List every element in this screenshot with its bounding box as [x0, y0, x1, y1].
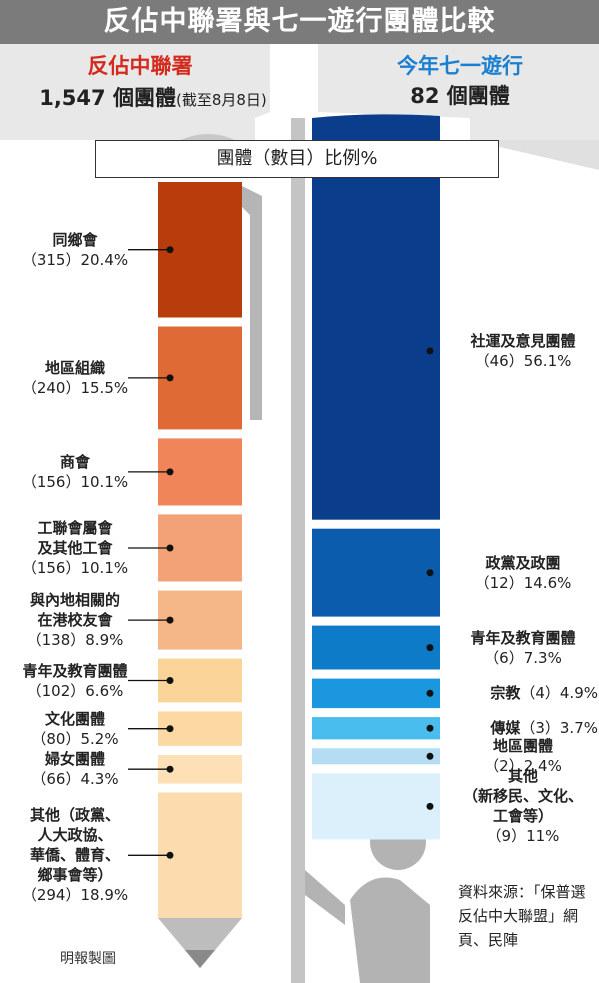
right-dot-5 — [426, 752, 434, 760]
right-header-count: 82 個團體 — [410, 84, 510, 108]
left-label-1: 地區組織 （240）15.5% — [0, 358, 150, 398]
left-dot-5 — [166, 677, 174, 684]
left-label-name-0-0: 同鄉會 — [52, 230, 98, 249]
pencil-tip — [158, 918, 242, 968]
right-header-shade — [470, 140, 599, 170]
left-label-value-7: （66）4.3% — [31, 770, 119, 789]
left-label-value-8: （294）18.9% — [21, 886, 129, 905]
left-dot-4 — [166, 616, 174, 624]
flag-pole — [291, 118, 305, 983]
right-label-value-0: （46）56.1% — [474, 351, 572, 370]
pencil-clip — [240, 185, 262, 420]
left-label-name-8-3: 鄉事會等） — [37, 866, 113, 885]
right-label-name-5-0: 地區團體 — [492, 737, 553, 756]
left-label-name-4-1: 在港校友會 — [37, 611, 113, 630]
person-arm — [305, 870, 345, 925]
right-label-name-4: 傳媒 — [490, 719, 521, 738]
right-label-value-1: （12）14.6% — [474, 573, 572, 592]
right-dot-3 — [426, 689, 434, 697]
right-label-6: 其他 （新移民、文化、 工會等） （9）11% — [448, 766, 598, 846]
right-bar-0 — [312, 182, 440, 520]
left-label-8: 其他（政黨、 人大政協、 華僑、體育、 鄉事會等） （294）18.9% — [0, 805, 150, 905]
left-label-value-5: （102）6.6% — [26, 681, 124, 700]
left-dot-8 — [166, 851, 174, 859]
right-bar-6 — [312, 773, 440, 840]
left-label-name-2-0: 商會 — [59, 452, 90, 471]
left-dot-6 — [166, 725, 174, 733]
left-label-name-3-0: 工聯會屬會 — [37, 518, 113, 537]
right-label-4: 傳媒（3）3.7% — [448, 718, 598, 738]
left-header-count: 1,547 個團體 — [39, 86, 176, 110]
right-label-value-2: （6）7.3% — [484, 648, 562, 667]
left-dot-7 — [166, 765, 174, 773]
left-dot-1 — [166, 374, 174, 382]
left-header-name: 反佔中聯署 — [87, 54, 193, 78]
right-bar-4 — [312, 717, 440, 740]
left-label-value-6: （80）5.2% — [31, 729, 119, 748]
left-header-note: (截至8月8日) — [175, 91, 267, 109]
left-label-6: 文化團體 （80）5.2% — [0, 709, 150, 749]
left-label-5: 青年及教育團體 （102）6.6% — [0, 661, 150, 701]
right-label-value-4: （3）3.7% — [520, 719, 598, 738]
person-body — [350, 877, 430, 983]
left-header-panel — [0, 44, 270, 140]
left-label-name-8-2: 華僑、體育、 — [29, 846, 120, 865]
right-bar-1 — [312, 528, 440, 617]
left-label-3: 工聯會屬會 及其他工會 （156）10.1% — [0, 518, 150, 578]
right-label-name-0-0: 社運及意見團體 — [470, 331, 576, 350]
right-label-3: 宗教（4）4.9% — [448, 683, 598, 703]
right-label-name-2-0: 青年及教育團體 — [470, 628, 576, 647]
right-label-name-6-2: 工會等） — [492, 807, 553, 826]
left-label-value-3: （156）10.1% — [21, 558, 129, 577]
right-dot-1 — [426, 569, 434, 577]
right-label-1: 政黨及政團 （12）14.6% — [448, 553, 598, 593]
left-label-name-4-0: 與內地相關的 — [29, 591, 120, 610]
credit-text: 明報製圖 — [60, 951, 116, 967]
left-dot-2 — [166, 468, 174, 476]
right-header-name: 今年七一遊行 — [397, 54, 523, 78]
left-label-7: 婦女團體 （66）4.3% — [0, 749, 150, 789]
left-dot-3 — [166, 544, 174, 552]
left-label-name-6-0: 文化團體 — [44, 709, 105, 728]
right-label-5: 地區團體 （2）2.4% — [448, 736, 598, 776]
right-label-value-3: （4）4.9% — [520, 684, 598, 703]
legend-box: 團體（數目）比例% — [95, 140, 499, 178]
right-dot-6 — [426, 802, 434, 810]
source-text: 資料來源：「保普選反佔中大聯盟」網頁、民陣 — [458, 883, 586, 949]
left-label-0: 同鄉會 （315）20.4% — [0, 230, 150, 270]
right-label-value-5: （2）2.4% — [484, 757, 562, 776]
right-dot-0 — [426, 347, 434, 355]
left-label-4: 與內地相關的 在港校友會 （138）8.9% — [0, 590, 150, 650]
right-label-0: 社運及意見團體 （46）56.1% — [448, 331, 598, 371]
page-title: 反佔中聯署與七一遊行團體比較 — [0, 0, 599, 44]
left-label-name-7-0: 婦女團體 — [44, 750, 105, 769]
left-label-name-3-1: 及其他工會 — [37, 538, 113, 557]
right-bar-5 — [312, 748, 440, 765]
left-label-name-8-1: 人大政協、 — [37, 826, 113, 845]
left-label-name-8-0: 其他（政黨、 — [29, 806, 120, 825]
left-label-name-5-0: 青年及教育團體 — [22, 661, 128, 680]
right-label-name-6-1: （新移民、文化、 — [462, 787, 583, 806]
left-label-value-1: （240）15.5% — [21, 378, 129, 397]
left-label-value-4: （138）8.9% — [26, 631, 124, 650]
pencil-lead — [185, 950, 215, 968]
right-label-2: 青年及教育團體 （6）7.3% — [448, 628, 598, 668]
left-label-name-1-0: 地區組織 — [44, 358, 105, 377]
right-dot-2 — [426, 644, 434, 652]
left-label-value-0: （315）20.4% — [21, 250, 129, 269]
left-label-2: 商會 （156）10.1% — [0, 452, 150, 492]
right-dot-4 — [426, 724, 434, 732]
right-bar-3 — [312, 678, 440, 709]
right-bar-2 — [312, 625, 440, 670]
right-label-value-6: （9）11% — [486, 827, 560, 846]
left-dot-0 — [166, 246, 174, 254]
right-label-name-6-0: 其他 — [507, 767, 538, 786]
right-label-name-1-0: 政黨及政團 — [485, 553, 561, 572]
left-label-value-2: （156）10.1% — [21, 472, 129, 491]
right-label-name-3: 宗教 — [490, 684, 521, 703]
right-header-panel — [318, 44, 599, 140]
